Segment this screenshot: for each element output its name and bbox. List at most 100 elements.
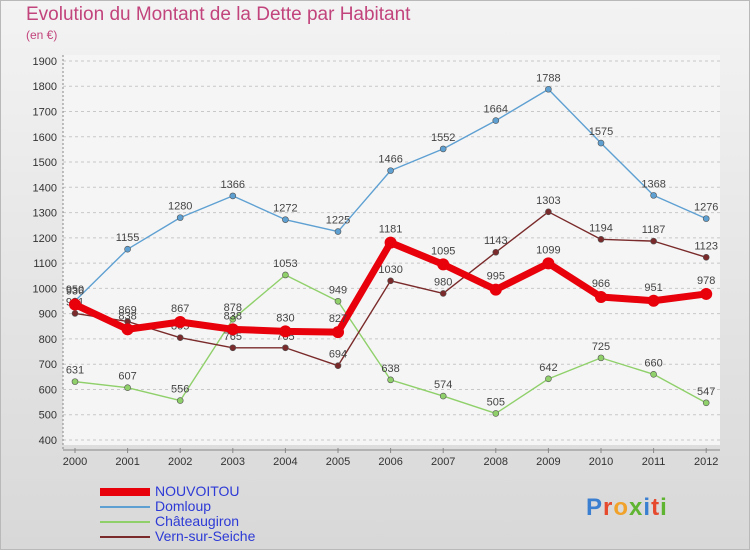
x-tick-label: 2002 [168, 456, 192, 468]
legend-swatch [100, 506, 150, 508]
data-label: 642 [539, 362, 557, 374]
chart-subtitle: (en €) [26, 28, 58, 42]
data-label: 1552 [431, 132, 455, 144]
y-tick-label: 1500 [33, 157, 57, 169]
data-point [384, 236, 397, 249]
data-label: 1095 [431, 245, 455, 257]
data-point [545, 208, 552, 216]
data-point [71, 378, 79, 385]
chart-title: Evolution du Montant de la Dette par Hab… [26, 4, 411, 25]
data-point [439, 290, 447, 297]
data-label: 574 [434, 379, 452, 391]
data-label: 1276 [694, 202, 718, 214]
legend-label: NOUVOITOU [155, 483, 240, 499]
data-label: 1143 [484, 235, 508, 247]
legend-label: Vern-sur-Seiche [155, 528, 256, 544]
data-label: 869 [118, 304, 136, 316]
data-label: 950 [66, 284, 84, 296]
data-label: 838 [118, 310, 136, 322]
data-label: 949 [329, 284, 347, 296]
data-point [702, 215, 710, 222]
y-tick-label: 500 [39, 410, 57, 422]
data-point [489, 283, 502, 296]
y-tick-label: 800 [39, 334, 57, 346]
data-point [282, 216, 289, 223]
logo-letter: r [603, 494, 614, 521]
y-tick-label: 400 [39, 435, 57, 447]
x-tick-label: 2004 [273, 456, 297, 468]
y-tick-label: 1700 [33, 106, 57, 118]
logo-letter: i [643, 494, 652, 521]
data-point [702, 253, 710, 261]
logo-letter: x [629, 494, 644, 521]
data-label: 827 [329, 313, 347, 325]
data-point [650, 192, 657, 199]
data-point [387, 277, 394, 285]
data-point [542, 257, 555, 270]
data-point [650, 237, 657, 245]
data-label: 1575 [589, 126, 613, 138]
y-tick-label: 1100 [33, 258, 57, 270]
x-tick-label: 2012 [694, 456, 718, 468]
x-tick-label: 2001 [115, 456, 139, 468]
data-label: 980 [434, 276, 452, 288]
data-label: 1272 [273, 203, 297, 215]
data-point [700, 287, 713, 300]
data-point [176, 397, 184, 404]
data-label: 878 [224, 302, 242, 314]
data-label: 1366 [221, 179, 245, 191]
data-point [282, 271, 289, 279]
legend-label: Châteaugiron [155, 513, 240, 529]
data-label: 995 [487, 271, 505, 283]
data-point [279, 325, 292, 338]
data-point [439, 145, 447, 153]
data-label: 838 [224, 310, 242, 322]
data-label: 1788 [536, 72, 560, 84]
data-point [492, 410, 500, 417]
data-point [226, 323, 239, 336]
data-label: 1030 [378, 264, 402, 276]
y-tick-label: 700 [39, 359, 57, 371]
legend-swatch [100, 521, 150, 523]
data-label: 1181 [379, 224, 403, 236]
y-tick-label: 1900 [33, 56, 57, 68]
data-point [597, 236, 605, 243]
data-label: 1280 [168, 201, 192, 213]
data-point [492, 117, 500, 124]
y-tick-label: 1600 [33, 132, 57, 144]
data-label: 638 [381, 363, 399, 375]
data-label: 1155 [116, 232, 140, 244]
data-point [334, 297, 342, 305]
data-point [229, 192, 237, 200]
data-label: 951 [644, 282, 662, 294]
data-point [282, 344, 289, 352]
data-point [650, 370, 657, 378]
data-label: 725 [592, 341, 610, 353]
logo-letter: t [651, 494, 661, 521]
y-tick-label: 1200 [33, 233, 57, 245]
data-point [71, 310, 79, 317]
legend-label: Domloup [155, 498, 212, 514]
proxiti-logo: Proxiti [586, 494, 668, 522]
x-tick-label: 2000 [63, 456, 87, 468]
data-point [597, 354, 605, 362]
data-point [387, 167, 394, 174]
x-tick-label: 2003 [221, 456, 245, 468]
data-label: 1368 [641, 178, 665, 190]
data-label: 1225 [326, 215, 350, 227]
data-label: 607 [118, 371, 136, 383]
x-tick-label: 2011 [642, 456, 666, 468]
x-tick-label: 2010 [589, 456, 613, 468]
data-point [545, 85, 552, 93]
y-tick-label: 1800 [33, 81, 57, 93]
y-tick-label: 1300 [33, 208, 57, 220]
data-label: 1194 [589, 222, 613, 234]
data-label: 1123 [694, 240, 718, 252]
data-point [176, 214, 184, 221]
logo-letter: P [586, 494, 604, 521]
logo-letter: o [613, 494, 630, 521]
data-point [545, 375, 552, 383]
data-label: 694 [329, 349, 347, 361]
data-point [334, 228, 342, 235]
